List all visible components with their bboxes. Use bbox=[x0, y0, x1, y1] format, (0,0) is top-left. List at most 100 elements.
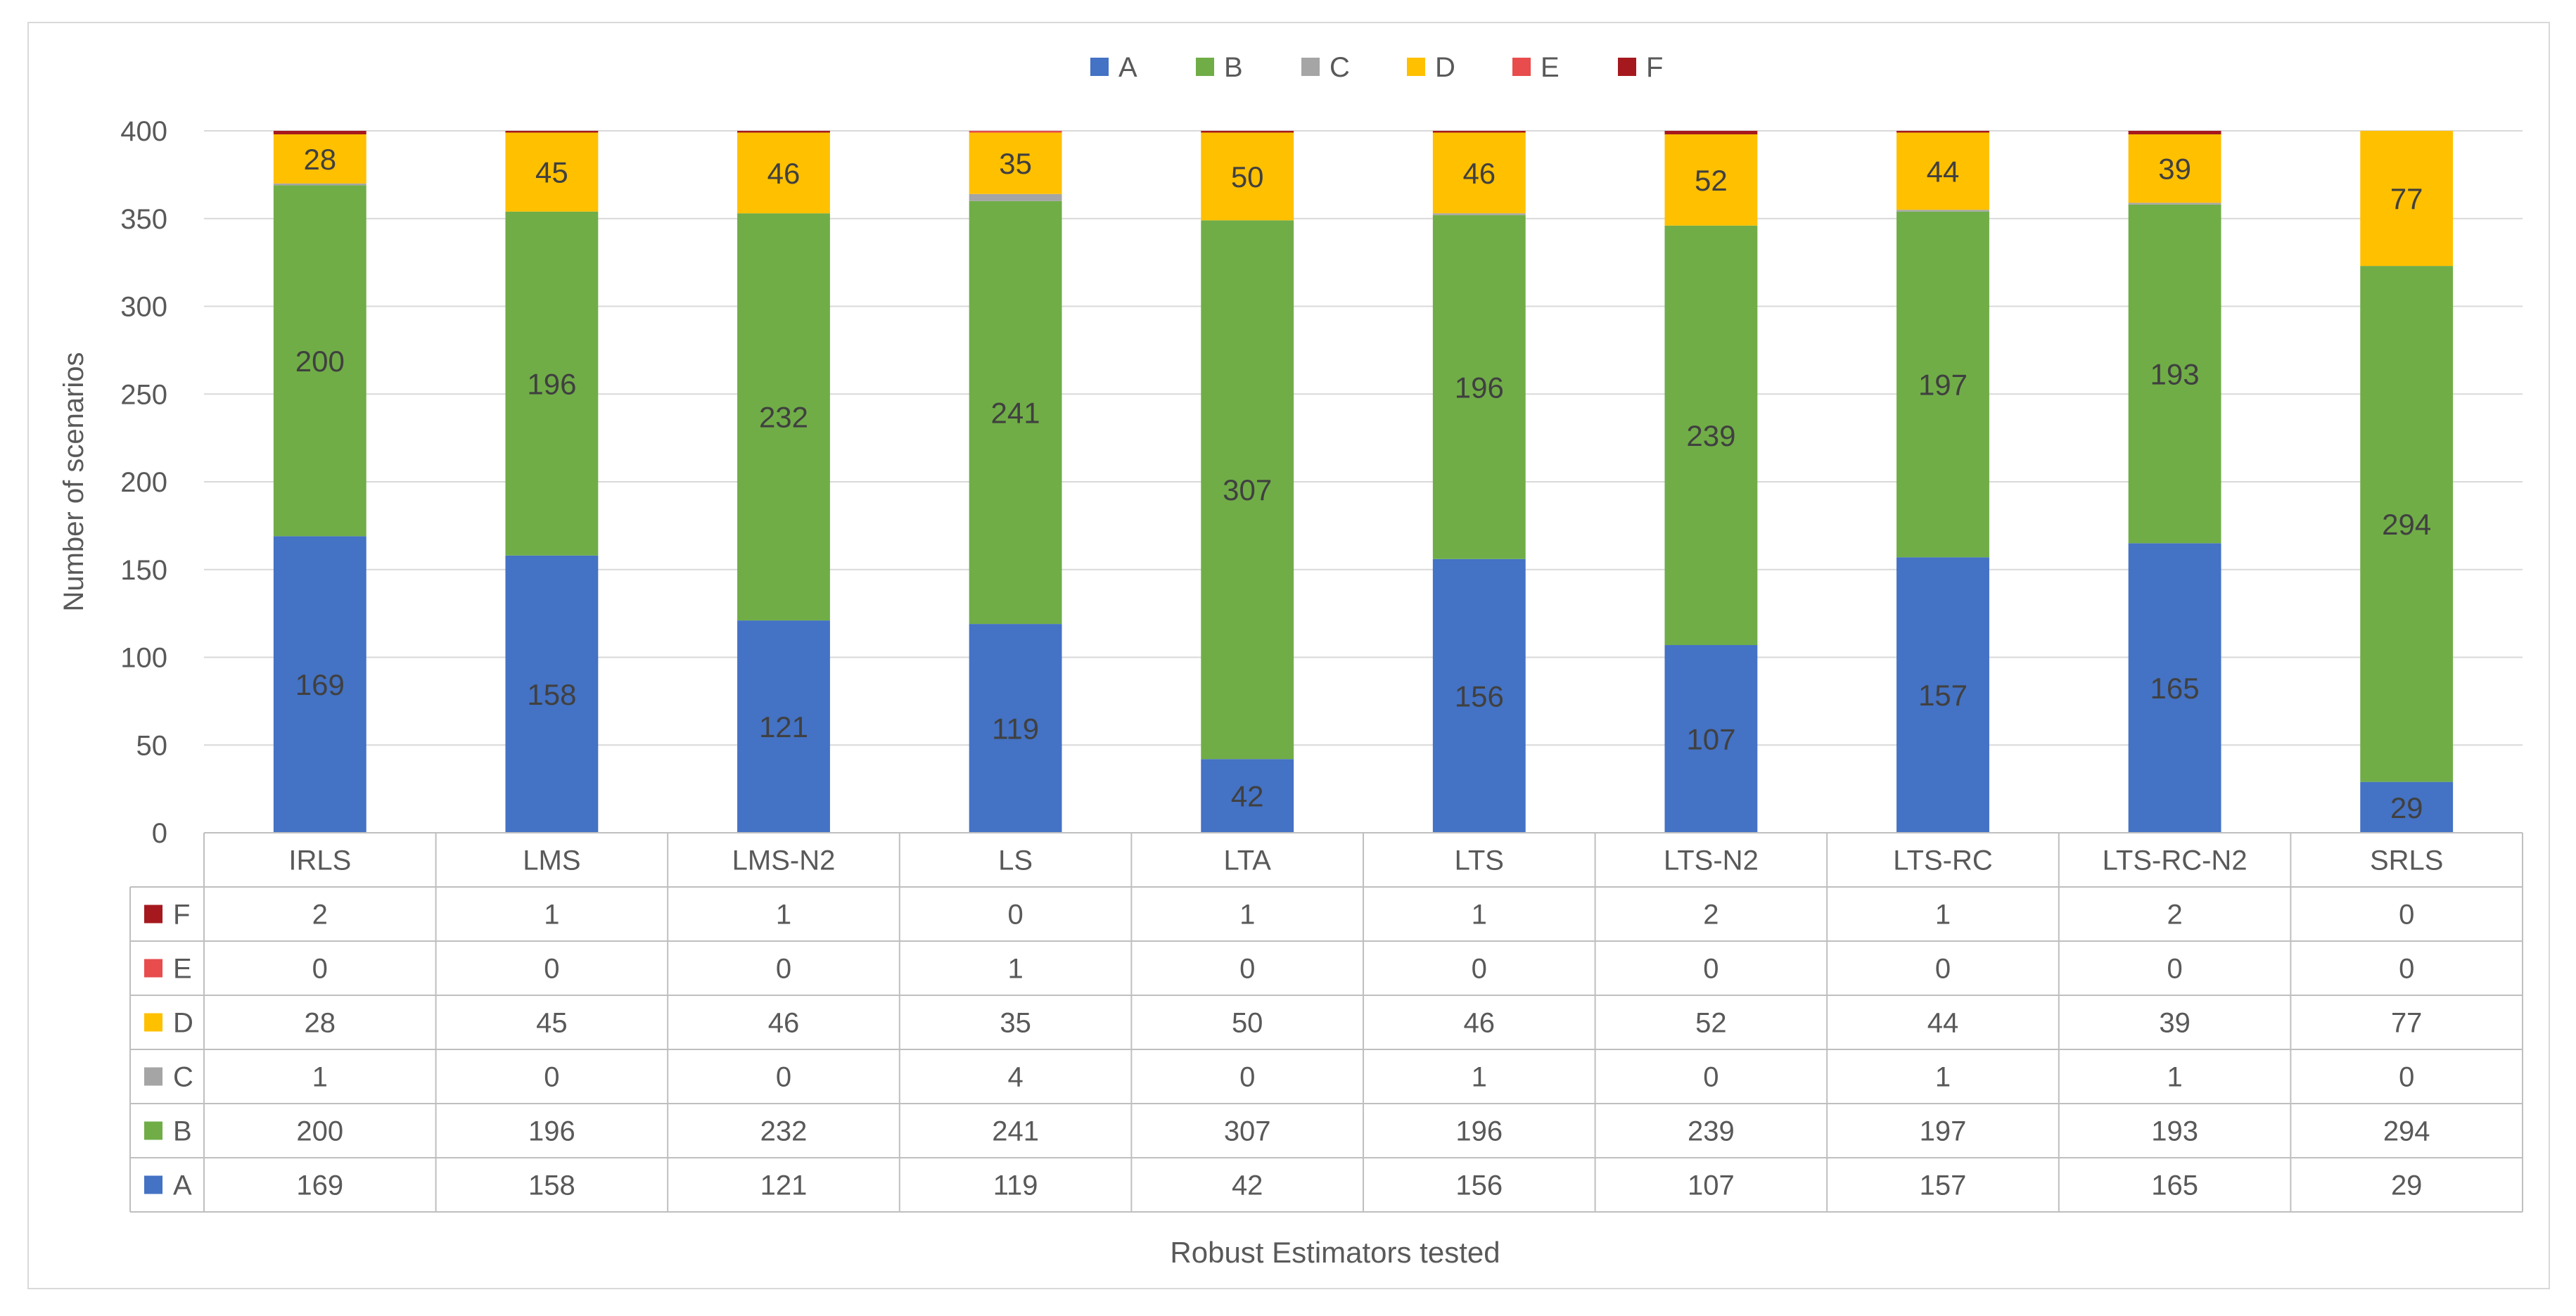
table-cell: 2 bbox=[312, 900, 328, 931]
bar-segment-d[interactable] bbox=[1432, 132, 1526, 214]
table-cell: 28 bbox=[305, 1008, 336, 1039]
data-label: 165 bbox=[2150, 672, 2200, 705]
bar-segment-d[interactable] bbox=[505, 132, 599, 212]
bar-segment-d[interactable] bbox=[1896, 132, 1989, 210]
bar-segment-a[interactable] bbox=[1896, 557, 1989, 833]
table-cell: 1 bbox=[2167, 1062, 2182, 1093]
data-label: 196 bbox=[527, 367, 576, 400]
table-cell: 1 bbox=[1239, 900, 1255, 931]
table-cell: 1 bbox=[1472, 900, 1487, 931]
bar-segment-f[interactable] bbox=[1896, 131, 1989, 133]
table-cell: 0 bbox=[1239, 954, 1255, 985]
y-tick-label: 200 bbox=[120, 467, 167, 498]
bar-segment-b[interactable] bbox=[505, 211, 599, 556]
bar-segment-f[interactable] bbox=[505, 131, 599, 133]
table-legend-key-a bbox=[144, 1175, 162, 1194]
data-label: 39 bbox=[2158, 153, 2191, 186]
table-cell: 241 bbox=[992, 1116, 1039, 1147]
y-tick-label: 350 bbox=[120, 204, 167, 235]
bar-segment-c[interactable] bbox=[273, 183, 366, 186]
bar-segment-a[interactable] bbox=[969, 624, 1062, 833]
bar-segment-a[interactable] bbox=[1201, 759, 1294, 833]
bar-segment-a[interactable] bbox=[737, 620, 830, 833]
table-cell: 0 bbox=[1239, 1062, 1255, 1093]
table-cell: 158 bbox=[528, 1170, 575, 1201]
bar-segment-f[interactable] bbox=[1432, 131, 1526, 133]
bar-segment-a[interactable] bbox=[505, 555, 599, 833]
bar-segment-f[interactable] bbox=[2128, 131, 2221, 134]
table-cell: 169 bbox=[296, 1170, 343, 1201]
table-cell: 50 bbox=[1232, 1008, 1263, 1039]
bar-segment-f[interactable] bbox=[1201, 131, 1294, 133]
bar-segment-f[interactable] bbox=[273, 131, 366, 134]
legend-label: D bbox=[1435, 52, 1455, 83]
table-cell: 0 bbox=[544, 954, 559, 985]
bar-segment-e[interactable] bbox=[969, 131, 1062, 133]
bar-segment-d[interactable] bbox=[2128, 134, 2221, 203]
bar-segment-d[interactable] bbox=[273, 134, 366, 184]
table-legend-key-f bbox=[144, 905, 162, 924]
table-cell: 1 bbox=[1472, 1062, 1487, 1093]
bar-segment-f[interactable] bbox=[737, 131, 830, 133]
bar-segment-c[interactable] bbox=[1896, 210, 1989, 212]
table-cell: 156 bbox=[1455, 1170, 1503, 1201]
bar-segment-a[interactable] bbox=[1664, 645, 1758, 833]
category-label: LS bbox=[998, 845, 1033, 876]
table-cell: 193 bbox=[2151, 1116, 2198, 1147]
legend-key-d[interactable] bbox=[1407, 58, 1425, 76]
table-cell: 307 bbox=[1224, 1116, 1271, 1147]
bar-segment-b[interactable] bbox=[969, 200, 1062, 625]
bar-segment-a[interactable] bbox=[2360, 781, 2454, 833]
bar-segment-b[interactable] bbox=[2360, 266, 2454, 782]
table-cell: 1 bbox=[544, 900, 559, 931]
bar-segment-b[interactable] bbox=[2128, 204, 2221, 544]
bar-segment-a[interactable] bbox=[2128, 543, 2221, 833]
legend-label: A bbox=[1118, 52, 1137, 83]
bar-segment-a[interactable] bbox=[273, 536, 366, 833]
legend-label: E bbox=[1541, 52, 1560, 83]
bar-segment-d[interactable] bbox=[1201, 132, 1294, 221]
bar-segment-b[interactable] bbox=[1432, 215, 1526, 559]
bar-segment-a[interactable] bbox=[1432, 558, 1526, 833]
bar-segment-d[interactable] bbox=[1664, 134, 1758, 226]
legend-key-a[interactable] bbox=[1090, 58, 1109, 76]
data-label: 307 bbox=[1223, 473, 1272, 506]
table-series-label: F bbox=[173, 900, 190, 931]
legend-key-f[interactable] bbox=[1618, 58, 1636, 76]
data-label: 156 bbox=[1455, 679, 1504, 713]
bar-segment-d[interactable] bbox=[2360, 131, 2454, 267]
legend-key-c[interactable] bbox=[1301, 58, 1320, 76]
category-label: LMS bbox=[523, 845, 580, 876]
bar-segment-f[interactable] bbox=[1664, 131, 1758, 134]
bar-segment-c[interactable] bbox=[2128, 203, 2221, 205]
legend-key-e[interactable] bbox=[1512, 58, 1531, 76]
data-label: 107 bbox=[1686, 723, 1735, 756]
bar-segment-b[interactable] bbox=[1201, 220, 1294, 760]
table-cell: 0 bbox=[776, 1062, 791, 1093]
y-tick-label: 50 bbox=[136, 730, 168, 761]
table-cell: 0 bbox=[544, 1062, 559, 1093]
bar-segment-d[interactable] bbox=[969, 132, 1062, 194]
table-cell: 1 bbox=[1935, 900, 1951, 931]
data-label: 42 bbox=[1231, 780, 1264, 813]
bar-segment-b[interactable] bbox=[1664, 225, 1758, 646]
category-label: LTA bbox=[1223, 845, 1271, 876]
bar-segment-c[interactable] bbox=[969, 193, 1062, 201]
data-label: 197 bbox=[1918, 369, 1968, 402]
bar-segment-b[interactable] bbox=[1896, 211, 1989, 558]
table-cell: 294 bbox=[2383, 1116, 2430, 1147]
table-series-label: D bbox=[173, 1008, 193, 1039]
table-cell: 35 bbox=[1000, 1008, 1031, 1039]
table-cell: 196 bbox=[1455, 1116, 1503, 1147]
bar-segment-b[interactable] bbox=[273, 185, 366, 537]
bar-segment-d[interactable] bbox=[737, 132, 830, 214]
legend-key-b[interactable] bbox=[1196, 58, 1214, 76]
bar-segment-b[interactable] bbox=[737, 213, 830, 621]
y-tick-label: 400 bbox=[120, 116, 167, 147]
y-tick-label: 250 bbox=[120, 379, 167, 410]
table-legend-key-b bbox=[144, 1121, 162, 1140]
table-cell: 0 bbox=[776, 954, 791, 985]
category-label: LTS-RC-N2 bbox=[2103, 845, 2247, 876]
bar-segment-c[interactable] bbox=[1432, 213, 1526, 215]
table-cell: 1 bbox=[1007, 954, 1023, 985]
